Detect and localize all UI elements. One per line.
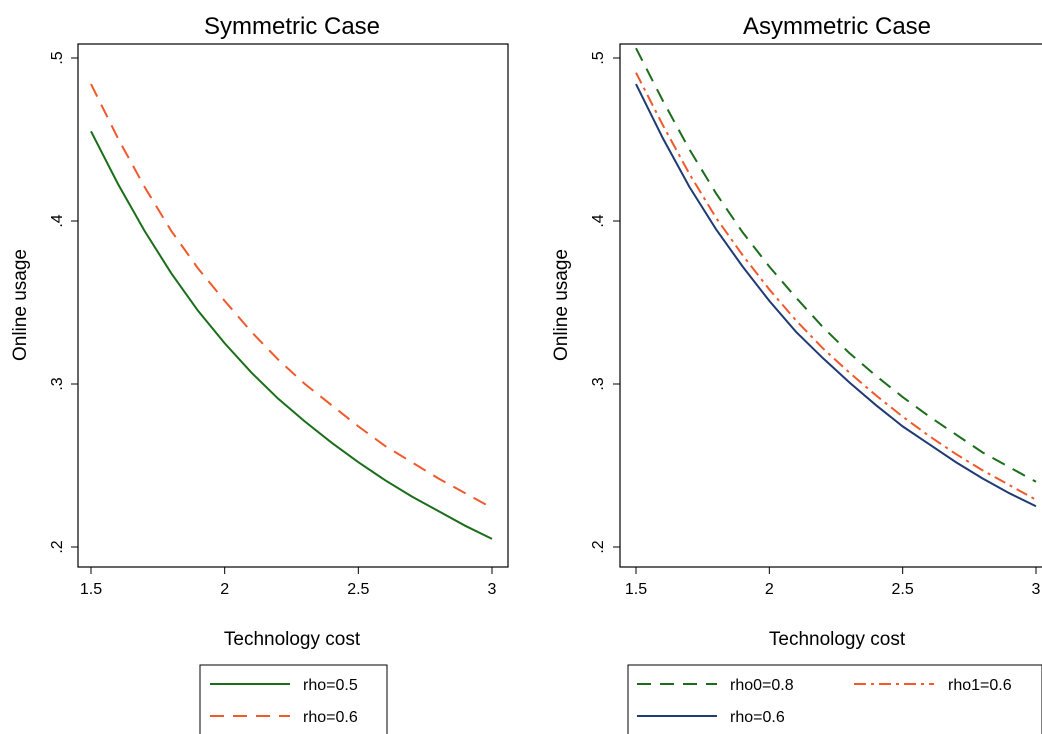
x-ticks: 1.5 2 2.5 3 (80, 567, 497, 598)
x-tick-label: 1.5 (625, 581, 647, 598)
legend-box (627, 664, 1042, 734)
legend-box (199, 664, 388, 734)
y-tick-label: .2 (49, 540, 66, 553)
legend-label: rho=0.6 (303, 709, 358, 726)
x-tick-label: 2.5 (347, 581, 369, 598)
y-axis-label: Online usage (10, 249, 31, 361)
legend-label: rho0=0.8 (730, 677, 794, 694)
y-tick-label: .4 (49, 214, 66, 227)
x-axis-label: Technology cost (224, 629, 361, 650)
chart-symmetric: Symmetric Case Technology cost Online us… (10, 13, 509, 734)
series-line-rho-0.5 (90, 130, 493, 540)
series-line-rho-0.6 (90, 83, 493, 509)
x-tick-label: 1.5 (80, 581, 102, 598)
y-tick-label: .3 (590, 377, 607, 390)
y-tick-label: .2 (590, 540, 607, 553)
y-tick-label: .5 (49, 51, 66, 64)
x-tick-label: 2.5 (892, 581, 914, 598)
legend: rho=0.5 rho=0.6 (199, 664, 388, 734)
x-tick-label: 2 (765, 581, 774, 598)
series-line-rho0-0.8 (635, 47, 1037, 483)
chart-title: Symmetric Case (204, 13, 380, 40)
y-ticks: .2 .3 .4 .5 (49, 51, 78, 554)
plot-frame (619, 43, 1042, 568)
y-tick-label: .3 (49, 377, 66, 390)
series-line-rho1-0.6 (635, 72, 1037, 501)
legend-label: rho1=0.6 (948, 677, 1012, 694)
chart-title: Asymmetric Case (743, 13, 931, 40)
legend-label: rho=0.5 (303, 677, 358, 694)
x-tick-label: 2 (220, 581, 229, 598)
chart-asymmetric: Asymmetric Case Technology cost Online u… (551, 13, 1042, 734)
x-tick-label: 3 (488, 581, 497, 598)
x-tick-label: 3 (1032, 581, 1041, 598)
plot-frame (77, 43, 509, 568)
y-ticks: .2 .3 .4 .5 (590, 51, 620, 554)
y-tick-label: .5 (590, 51, 607, 64)
legend-label: rho=0.6 (730, 709, 785, 726)
y-axis-label: Online usage (551, 249, 572, 361)
x-ticks: 1.5 2 2.5 3 (625, 567, 1041, 598)
series-line-rho-0.6 (635, 83, 1037, 508)
x-axis-label: Technology cost (769, 629, 906, 650)
y-tick-label: .4 (590, 214, 607, 227)
legend: rho0=0.8 rho1=0.6 rho=0.6 (627, 664, 1042, 734)
